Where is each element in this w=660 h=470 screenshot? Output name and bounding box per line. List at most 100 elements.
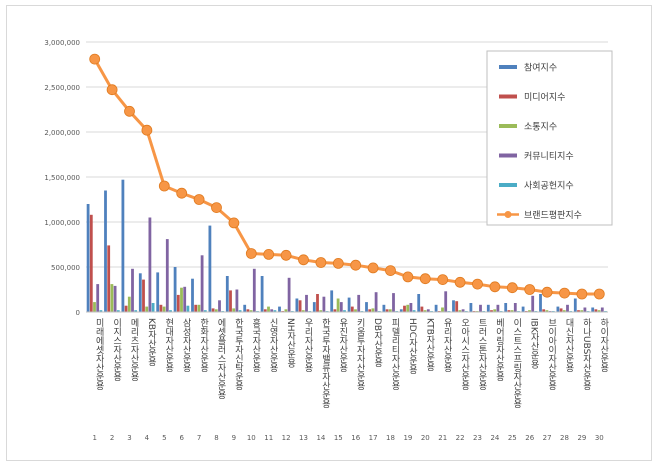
line-point [489,281,501,293]
line-point [245,248,257,259]
bar [343,310,346,312]
line-point [211,202,222,214]
bar [305,294,308,312]
bar [229,290,232,312]
rank-label: 30 [595,434,604,442]
line-point [576,288,588,300]
bar [417,294,421,312]
bar [566,304,569,312]
rank-label: 24 [490,434,499,442]
bar [528,310,531,312]
line-point [454,276,466,288]
category-label: 트러스톤자산운용 [477,318,487,390]
line-point [472,278,483,290]
bar [124,305,128,312]
rank-label: 15 [334,434,343,442]
category-label: 흥국자산운용 [250,317,260,372]
bar [423,310,427,312]
line-point [263,248,275,260]
y-tick-label: 500,000 [51,264,80,272]
bar [116,310,120,312]
bar [545,310,549,312]
bar [312,302,316,312]
bar [403,305,406,312]
bar [490,310,493,312]
bar [507,310,511,312]
bar [298,300,302,312]
bar [267,306,270,312]
y-tick-label: 2,500,000 [44,84,80,92]
rank-label: 6 [179,434,184,442]
y-tick-label: 1,500,000 [44,174,80,182]
category-label: 대신자산운용 [564,318,574,372]
line-point [385,265,396,277]
bar [208,225,212,312]
bar [392,293,395,312]
line-point [524,284,536,295]
bar [211,308,215,312]
legend-swatch [499,124,517,128]
bar [539,294,542,312]
bar [107,245,111,312]
line-point [402,271,414,283]
category-label: HDC자산운용 [407,318,417,374]
bar [287,277,291,312]
line-point [506,282,518,294]
y-tick-label: 3,000,000 [44,39,80,47]
line-point [419,273,431,285]
bar [399,309,403,312]
bar [336,298,340,312]
bar [235,289,239,312]
category-label: 우리자산운용 [303,318,313,372]
bar [583,307,587,312]
bar [183,286,187,312]
bar [191,278,194,312]
category-label: 한화자산운용 [198,318,208,372]
bar [200,255,204,312]
rank-label: 17 [369,434,378,442]
bar [580,310,584,312]
bar [131,268,134,312]
bar [263,309,267,312]
bar [496,304,500,312]
category-label: 유진자산운용 [337,318,347,372]
legend-label: 브랜드평판지수 [524,210,582,221]
bar [339,302,343,312]
rank-label: 11 [264,434,273,442]
category-label: 오아시스자산운용 [459,318,469,390]
line-point [228,217,240,229]
bar [461,309,465,312]
bar [243,304,247,312]
bar [238,310,242,312]
rank-label: 25 [508,434,517,442]
line-point [124,105,135,117]
bar [385,309,389,312]
bar [121,179,125,312]
rank-label: 20 [421,434,430,442]
line-point [298,254,309,266]
bar [225,276,229,312]
bar [89,214,93,312]
legend-swatch [499,153,517,158]
category-label: 미래에셋자산운용 [94,318,104,390]
bar [374,292,378,312]
category-label: 이지스자산운용 [111,318,121,381]
bar [232,308,236,312]
legend-label: 커뮤니티지수 [524,151,574,162]
bar [521,306,525,312]
bar [173,267,177,312]
bar [104,190,107,312]
bar [573,298,577,312]
bar [113,285,117,312]
bar [151,303,155,312]
bar [169,310,172,312]
category-label: 유리자산운용 [442,318,452,372]
rank-label: 9 [232,434,236,442]
category-label: 삼성자산운용 [181,318,191,372]
bar [458,310,462,312]
bar [406,304,410,312]
bar [600,307,604,312]
bar [357,294,361,312]
rank-label: 1 [92,434,96,442]
